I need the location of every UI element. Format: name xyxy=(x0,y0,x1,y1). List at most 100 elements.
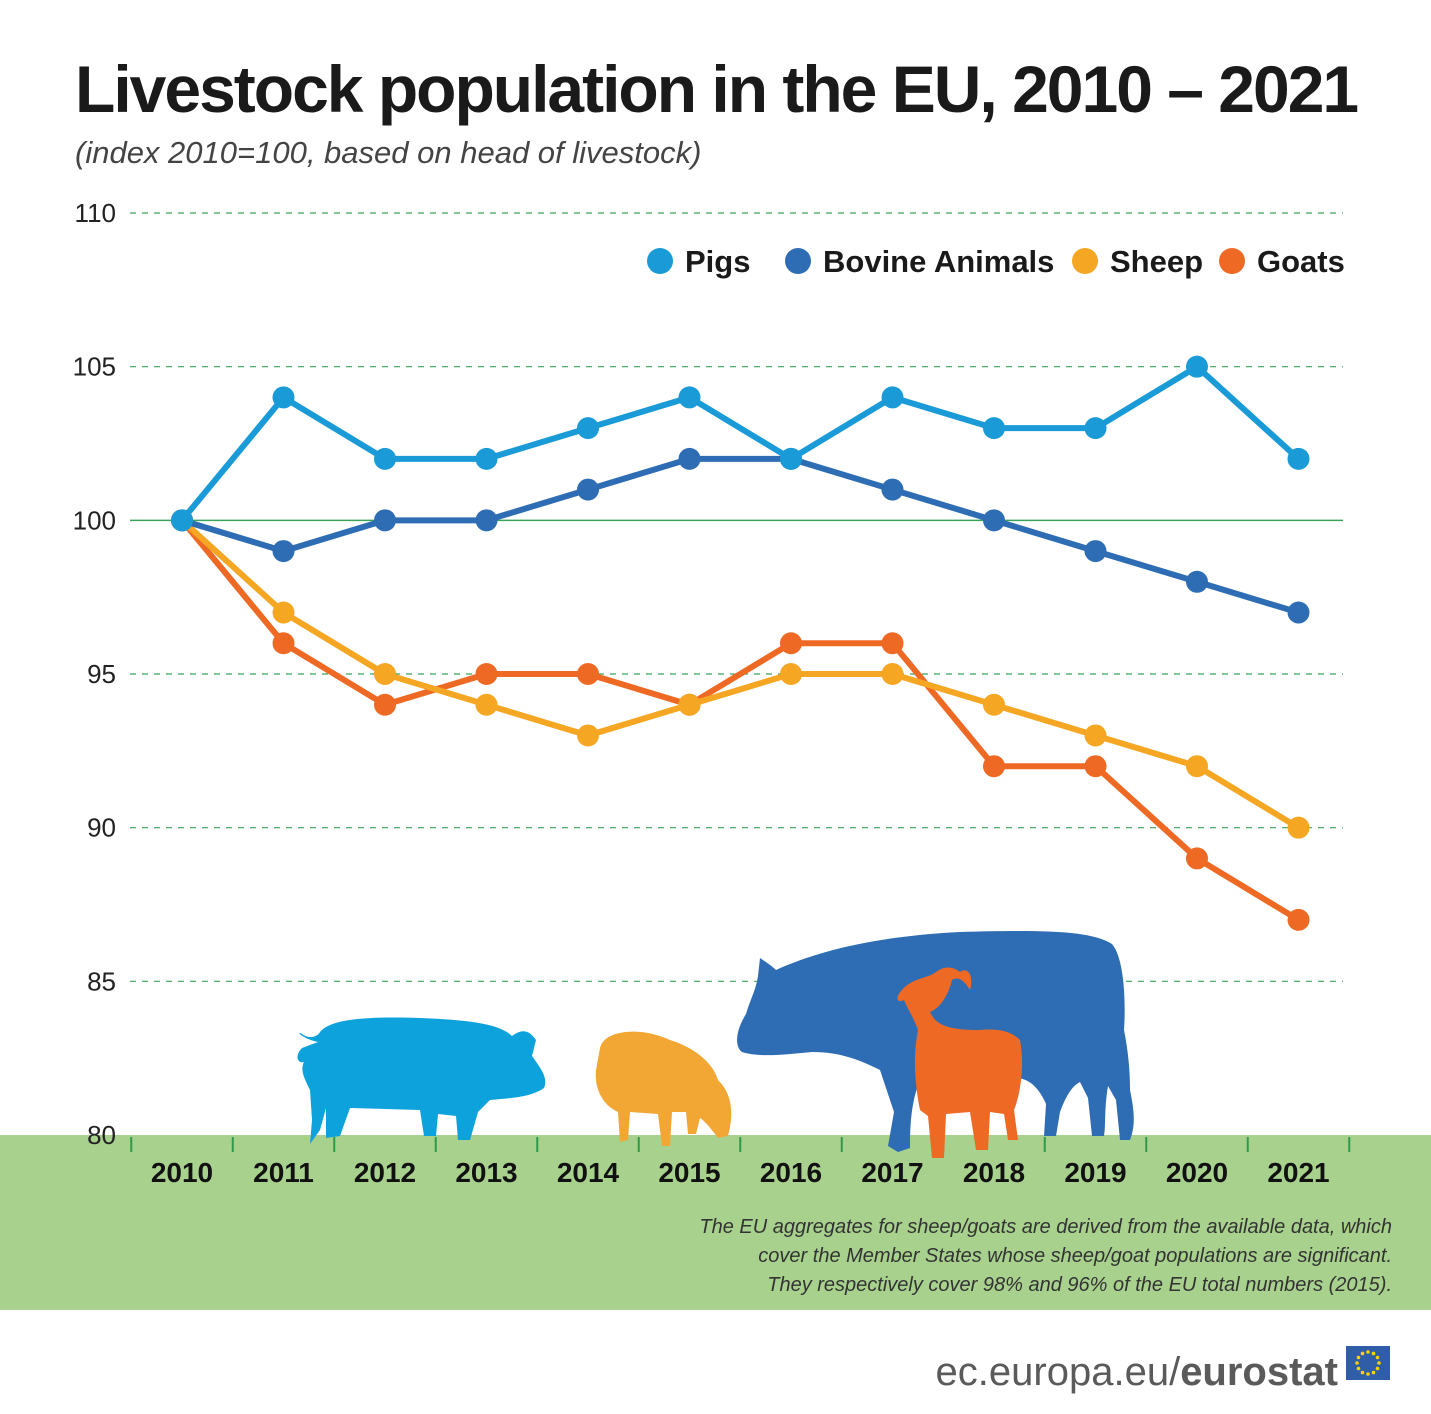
series-line-pigs xyxy=(179,363,1302,524)
data-point-pigs xyxy=(1084,417,1107,440)
legend-label: Bovine Animals xyxy=(823,244,1054,279)
data-point-sheep xyxy=(983,693,1005,716)
eu-star xyxy=(1371,1370,1376,1375)
eu-star xyxy=(1371,1351,1376,1356)
data-point-goats xyxy=(881,632,904,655)
data-point-bovine-animals xyxy=(1084,540,1107,563)
legend: Pigs Bovine Animals Sheep Goats xyxy=(647,244,1345,279)
x-axis: 2010 2011 2012 2013 2014 2015 2016 2017 2018 2019… xyxy=(130,1137,1351,1188)
data-point-pigs xyxy=(272,386,295,409)
y-tick-label: 105 xyxy=(73,352,116,382)
series-layer xyxy=(171,355,1310,931)
data-point-goats xyxy=(780,632,802,655)
eu-star xyxy=(1356,1355,1361,1360)
data-point-bovine-animals xyxy=(983,509,1005,532)
data-point-bovine-animals xyxy=(577,478,599,501)
footnote-line-3: They respectively cover 98% and 96% of t… xyxy=(767,1274,1392,1296)
data-point-sheep xyxy=(374,663,396,685)
series-line-bovine-animals xyxy=(179,455,1302,616)
data-point-pigs xyxy=(374,447,396,470)
x-tick-label: 2017 xyxy=(861,1157,923,1188)
eu-star xyxy=(1366,1372,1370,1376)
legend-label: Goats xyxy=(1257,244,1345,279)
x-tick-label: 2021 xyxy=(1267,1157,1329,1188)
data-point-bovine-animals xyxy=(1186,570,1208,593)
data-point-pigs xyxy=(881,386,904,409)
source-link[interactable]: ec.europa.eu/eurostat xyxy=(936,1350,1338,1394)
sheep-icon xyxy=(595,1031,732,1146)
data-point-sheep xyxy=(780,663,802,685)
data-point-sheep xyxy=(881,663,904,685)
data-point-bovine-animals xyxy=(1287,601,1310,624)
x-tick-label: 2016 xyxy=(760,1157,822,1188)
data-point-pigs xyxy=(983,417,1005,440)
data-point-pigs xyxy=(1287,447,1310,470)
legend-marker xyxy=(1219,248,1245,274)
legend-marker xyxy=(785,248,811,274)
data-point-sheep xyxy=(678,693,701,716)
ground-band xyxy=(0,1135,1431,1310)
y-tick-label: 110 xyxy=(75,198,116,228)
series-line-goats xyxy=(179,517,1302,923)
goat-icon xyxy=(897,967,1022,1158)
eu-star xyxy=(1375,1366,1380,1371)
data-point-pigs xyxy=(780,447,802,470)
chart-title: Livestock population in the EU, 2010 – 2… xyxy=(75,52,1357,126)
data-point-bovine-animals xyxy=(374,509,396,532)
footnote-line-1: The EU aggregates for sheep/goats are de… xyxy=(699,1216,1392,1238)
eu-star xyxy=(1375,1355,1380,1360)
eu-star xyxy=(1355,1361,1359,1365)
data-point-pigs xyxy=(171,509,193,532)
y-tick-label: 100 xyxy=(73,505,116,535)
legend-label: Sheep xyxy=(1110,244,1203,279)
x-tick-label: 2010 xyxy=(151,1157,213,1188)
eu-flag-icon xyxy=(1346,1346,1390,1380)
data-point-pigs xyxy=(1186,355,1208,378)
y-tick-label: 95 xyxy=(87,659,116,689)
data-point-sheep xyxy=(1084,724,1107,747)
data-point-sheep xyxy=(1287,816,1310,839)
eu-star xyxy=(1377,1361,1381,1365)
legend-label: Pigs xyxy=(685,244,750,279)
x-tick-label: 2015 xyxy=(658,1157,720,1188)
source-domain: ec.europa.eu/ xyxy=(936,1350,1182,1394)
x-tick-label: 2014 xyxy=(557,1157,620,1188)
data-point-bovine-animals xyxy=(475,509,498,532)
data-point-goats xyxy=(272,632,295,655)
data-point-goats xyxy=(475,663,498,685)
eu-star xyxy=(1366,1350,1370,1354)
x-tick-label: 2018 xyxy=(963,1157,1025,1188)
x-tick-label: 2019 xyxy=(1064,1157,1126,1188)
data-point-pigs xyxy=(577,417,599,440)
series-line-sheep xyxy=(179,517,1302,831)
chart-subtitle: (index 2010=100, based on head of livest… xyxy=(75,135,701,170)
pig-icon xyxy=(297,1017,546,1144)
y-tick-label: 90 xyxy=(87,813,116,843)
y-tick-label: 80 xyxy=(87,1120,116,1150)
data-point-sheep xyxy=(577,724,599,747)
grid-lines xyxy=(130,212,1343,982)
eu-star xyxy=(1356,1366,1361,1371)
data-point-goats xyxy=(374,693,396,716)
data-point-goats xyxy=(1287,908,1310,931)
x-tick-label: 2013 xyxy=(455,1157,517,1188)
legend-marker xyxy=(1072,248,1098,274)
y-tick-label: 85 xyxy=(87,966,116,996)
data-point-bovine-animals xyxy=(678,447,701,470)
x-tick-label: 2012 xyxy=(354,1157,416,1188)
data-point-goats xyxy=(577,663,599,685)
x-tick-label: 2011 xyxy=(253,1157,314,1188)
data-point-goats xyxy=(983,755,1005,778)
eu-star xyxy=(1360,1351,1365,1356)
data-point-sheep xyxy=(475,693,498,716)
eu-star xyxy=(1360,1370,1365,1375)
data-point-bovine-animals xyxy=(881,478,904,501)
data-point-goats xyxy=(1084,755,1107,778)
data-point-bovine-animals xyxy=(272,540,295,563)
data-point-pigs xyxy=(678,386,701,409)
x-tick-label: 2020 xyxy=(1166,1157,1228,1188)
footnote-line-2: cover the Member States whose sheep/goat… xyxy=(758,1245,1392,1267)
source-brand: eurostat xyxy=(1180,1350,1338,1394)
data-point-sheep xyxy=(272,601,295,624)
